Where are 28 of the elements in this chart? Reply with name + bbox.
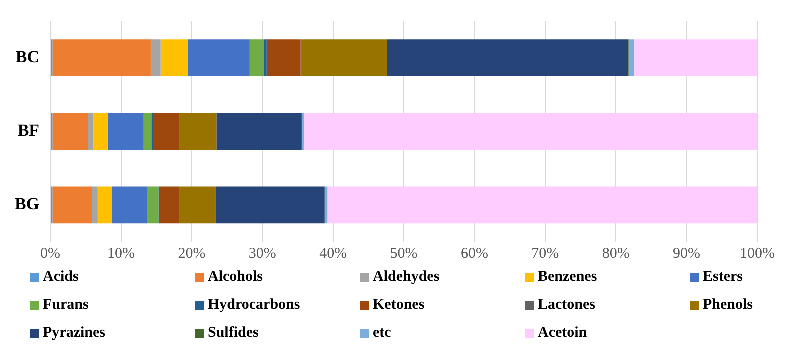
- legend-label: Lactones: [538, 296, 596, 314]
- x-tick-label: 40%: [320, 246, 348, 262]
- legend-label: Furans: [43, 296, 89, 314]
- y-tick-label: BG: [15, 194, 40, 214]
- x-tick-label: 50%: [390, 246, 418, 262]
- x-tick-label: 20%: [178, 246, 206, 262]
- legend-label: Sulfides: [208, 324, 259, 342]
- x-tick-label: 70%: [532, 246, 560, 262]
- legend-label: etc: [373, 324, 392, 342]
- legend-label: Acetoin: [538, 324, 588, 342]
- legend-label: Benzenes: [538, 268, 598, 286]
- x-tick-label: 30%: [248, 246, 276, 262]
- x-tick-label: 10%: [108, 246, 136, 262]
- x-tick-label: 90%: [673, 246, 701, 262]
- x-tick-label: 60%: [460, 246, 488, 262]
- legend-label: Esters: [703, 268, 743, 286]
- legend-label: Pyrazines: [43, 324, 106, 342]
- x-tick-label: 100%: [740, 246, 775, 262]
- legend-label: Hydrocarbons: [208, 296, 300, 314]
- y-tick-label: BC: [16, 47, 40, 66]
- x-tick-label: 0%: [40, 246, 61, 262]
- y-tick-label: BF: [18, 120, 40, 140]
- legend-label: Phenols: [703, 296, 754, 314]
- x-tick-label: 80%: [602, 246, 630, 262]
- legend-label: Acids: [43, 268, 79, 286]
- legend-label: Aldehydes: [373, 268, 440, 286]
- legend-label: Alcohols: [208, 268, 264, 286]
- legend-label: Ketones: [373, 296, 425, 314]
